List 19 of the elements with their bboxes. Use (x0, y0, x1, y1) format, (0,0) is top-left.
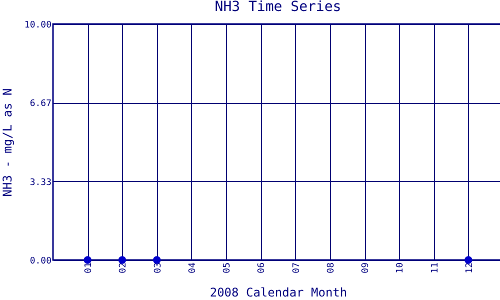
x-tick-label: 05 (222, 262, 233, 274)
x-tick-label: 06 (257, 262, 268, 274)
x-tick-label: 09 (361, 262, 372, 274)
x-tick-label: 08 (326, 262, 336, 274)
y-tick-label: 3.33 (30, 178, 52, 188)
x-tick-label: 03 (153, 262, 164, 274)
x-tick-label: 01 (84, 262, 94, 274)
x-tick-label: 07 (292, 262, 302, 274)
x-tick-label: 11 (430, 262, 440, 274)
x-tick-label: 10 (396, 262, 406, 274)
chart-title: NH3 Time Series (214, 0, 342, 15)
y-tick-label: 6.67 (30, 99, 52, 110)
x-axis-title: 2008 Calendar Month (210, 285, 348, 300)
x-tick-label: 02 (118, 262, 129, 274)
y-axis-title: NH3 - mg/L as N (0, 88, 14, 197)
x-tick-label: 04 (188, 262, 198, 274)
y-tick-label: 10.00 (24, 20, 52, 30)
x-tick-label: 12 (464, 262, 475, 274)
y-tick-label: 0.00 (30, 256, 52, 266)
